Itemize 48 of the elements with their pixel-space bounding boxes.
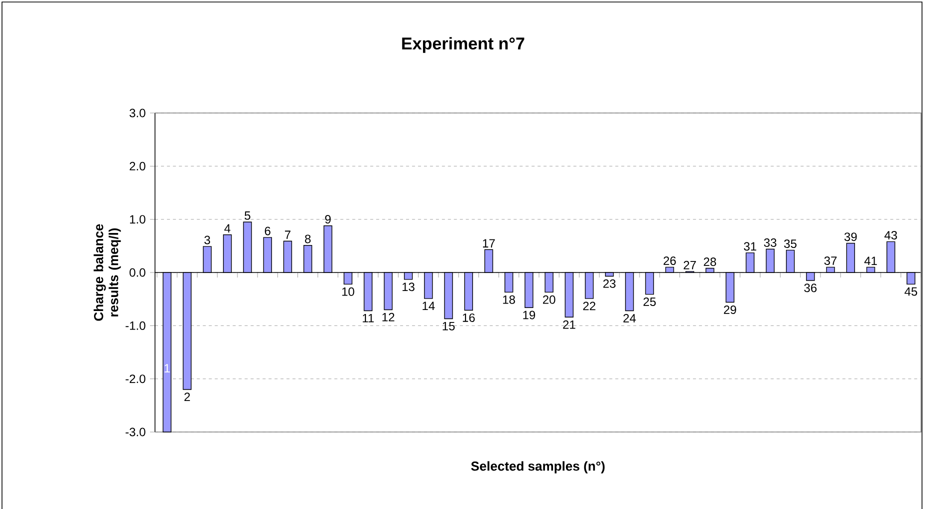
y-tick-label: -1.0 [126,321,146,330]
x-tick-label: 22 [583,302,596,310]
x-tick-label: 39 [844,232,857,242]
x-tick-label: 19 [523,310,536,320]
y-tick-label: 0.0 [130,268,146,277]
y-tick-label: -3.0 [126,428,146,436]
x-tick-label: 11 [362,314,374,322]
x-tick-label: 37 [824,256,837,265]
x-tick-label: 25 [644,298,656,306]
x-tick-label: 7 [284,230,290,239]
x-tick-label: 26 [664,256,676,265]
y-tick-label: -2.0 [126,374,146,384]
x-tick-label: 13 [402,282,414,292]
x-tick-label: 8 [304,234,311,244]
x-tick-label: 36 [804,284,817,292]
x-tick-label: 45 [904,287,918,296]
x-tick-label: 41 [864,256,877,265]
x-tick-label: 43 [884,230,897,240]
x-tick-label: 1 [164,364,170,372]
x-tick-label: 24 [623,314,636,322]
x-tick-label: 3 [204,236,210,244]
chart-title: Experiment n°7 [402,37,524,53]
x-tick-label: 9 [325,215,331,224]
x-tick-label: 29 [724,305,736,314]
x-axis-title: Selected samples (n°) [471,461,605,474]
x-tick-label: 5 [244,211,250,220]
x-tick-label: 20 [543,295,556,304]
y-tick-label: 2.0 [130,162,146,170]
x-tick-label: 12 [382,312,394,322]
x-tick-label: 18 [503,295,516,304]
y-axis-title: Charge balance results (meq/l) [94,224,121,321]
x-tick-label: 6 [264,226,270,236]
x-tick-label: 17 [482,239,495,248]
x-tick-label: 15 [442,322,455,330]
x-tick-label: 21 [563,320,576,329]
x-tick-label: 27 [684,260,696,270]
y-tick-label: 3.0 [130,108,146,118]
x-tick-label: 4 [224,224,230,233]
x-tick-label: 16 [462,313,475,322]
x-tick-label: 2 [184,392,190,402]
x-tick-label: 33 [764,238,776,247]
x-tick-label: 31 [744,242,756,251]
x-tick-label: 10 [342,287,354,296]
x-tick-label: 23 [603,279,616,288]
y-tick-label: 1.0 [130,215,146,224]
x-tick-label: 35 [784,239,796,248]
x-tick-label: 14 [422,302,435,310]
x-tick-label: 28 [704,258,716,266]
